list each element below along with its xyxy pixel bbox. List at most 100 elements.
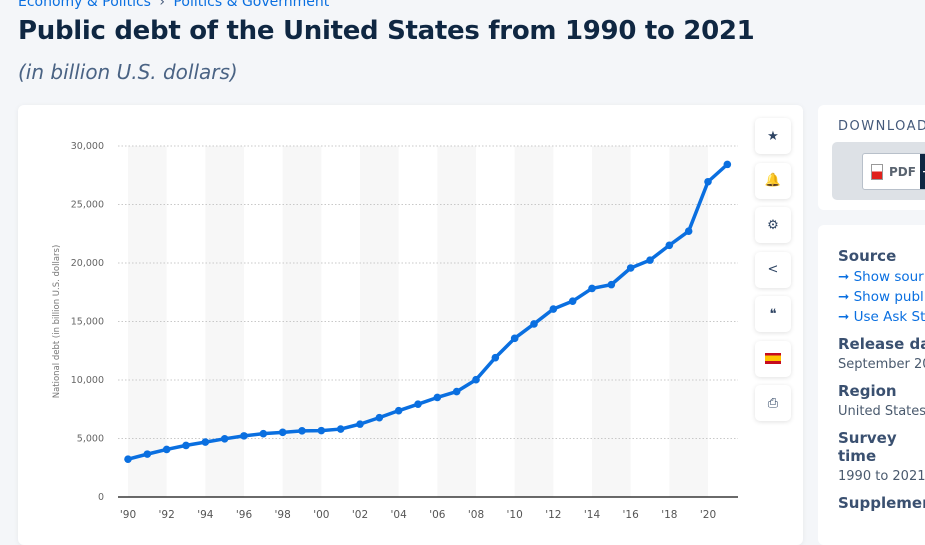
gear-icon: ⚙ — [767, 217, 779, 233]
x-tick-label: '96 — [236, 509, 253, 521]
bell-button[interactable]: 🔔 — [755, 162, 791, 199]
data-point — [317, 426, 326, 435]
data-point — [278, 428, 287, 437]
data-point — [646, 256, 654, 264]
data-point — [665, 241, 674, 250]
data-point — [240, 432, 248, 440]
print-icon: ⎙ — [767, 395, 779, 411]
breadcrumb-separator: › — [159, 0, 166, 10]
data-point — [298, 427, 306, 435]
data-point — [375, 413, 384, 422]
x-tick-label: '06 — [429, 509, 446, 521]
background-band — [437, 146, 476, 497]
line-chart: 0 5,000 10,000 15,000 20,000 25,000 30,000 '90 '… — [52, 141, 738, 521]
download-panel: DOWNLOAD PDF + — [818, 105, 925, 210]
y-tick-label: 5,000 — [77, 434, 104, 445]
background-band — [282, 146, 322, 497]
download-heading: DOWNLOAD — [838, 119, 925, 134]
background-band — [360, 146, 399, 497]
arrow-icon: ➞ — [838, 269, 850, 285]
data-point — [220, 435, 229, 443]
x-tick-label: '00 — [313, 509, 329, 521]
ask-statista-link[interactable]: ➞ Use Ask St — [838, 309, 925, 325]
x-tick-label: '20 — [700, 509, 716, 521]
data-point — [568, 297, 577, 305]
source-label: Source — [838, 247, 897, 265]
survey-time-value: 1990 to 2021 — [838, 469, 925, 484]
data-point — [588, 284, 596, 293]
data-point — [433, 393, 442, 402]
x-tick-label: '02 — [352, 509, 368, 521]
x-tick-label: '10 — [507, 509, 523, 521]
data-point — [472, 375, 480, 384]
data-point — [626, 264, 635, 272]
y-tick-label: 0 — [98, 492, 104, 503]
star-icon: ★ — [767, 128, 779, 144]
star-button[interactable]: ★ — [755, 118, 791, 154]
gear-button[interactable]: ⚙ — [755, 207, 791, 243]
data-point — [549, 305, 558, 313]
share-icon: < — [767, 262, 779, 277]
info-panel: Source ➞ Show sour ➞ Show publ ➞ Use Ask… — [818, 225, 925, 545]
data-point — [530, 320, 538, 328]
data-point — [704, 177, 712, 186]
spanish-flag-button[interactable] — [755, 340, 791, 377]
y-tick-label: 10,000 — [71, 375, 104, 386]
pdf-label: PDF — [889, 164, 916, 179]
share-button[interactable]: < — [755, 251, 791, 288]
supplement-label: Supplement — [838, 494, 925, 512]
x-tick-label: '04 — [391, 509, 408, 521]
data-point — [510, 334, 519, 343]
breadcrumb-economy[interactable]: Economy & Politics — [18, 0, 151, 10]
y-tick-label: 30,000 — [71, 141, 104, 152]
pdf-icon — [871, 163, 883, 180]
x-tick-label: '18 — [661, 509, 677, 521]
region-label: Region — [838, 382, 897, 400]
y-tick-label: 15,000 — [71, 317, 104, 328]
data-point — [607, 280, 616, 289]
page-title: Public debt of the United States from 19… — [18, 16, 755, 46]
page-subtitle: (in billion U.S. dollars) — [18, 60, 238, 84]
region-value: United States — [838, 404, 925, 419]
chart-card: 0 5,000 10,000 15,000 20,000 25,000 30,000 '90 '… — [18, 105, 803, 545]
data-point — [259, 429, 268, 438]
x-tick-label: '92 — [159, 509, 175, 521]
data-point — [201, 438, 210, 446]
release-date-label: Release dat — [838, 335, 925, 353]
print-button[interactable]: ⎙ — [755, 385, 791, 421]
y-tick-label: 20,000 — [71, 258, 104, 269]
x-tick-label: '16 — [623, 509, 640, 521]
data-point — [336, 425, 345, 433]
pdf-download-button[interactable]: PDF + — [862, 153, 925, 190]
data-point — [394, 406, 403, 415]
arrow-icon: ➞ — [838, 289, 850, 305]
arrow-icon: ➞ — [838, 309, 850, 325]
data-point — [124, 455, 132, 463]
y-axis-label: National debt (in billion U.S. dollars) — [52, 245, 62, 399]
data-point — [162, 445, 171, 454]
spanish-flag-icon — [765, 353, 781, 364]
plus-icon[interactable]: + — [920, 154, 925, 189]
show-source-link[interactable]: ➞ Show sour — [838, 269, 924, 285]
data-point — [414, 400, 422, 408]
quote-icon: ❝ — [769, 306, 777, 322]
data-point — [723, 160, 732, 169]
x-tick-label: '14 — [584, 509, 601, 521]
quote-button[interactable]: ❝ — [755, 296, 791, 332]
x-tick-label: '90 — [120, 509, 136, 521]
data-point — [356, 420, 364, 428]
x-tick-label: '98 — [275, 509, 291, 521]
x-tick-label: '08 — [468, 509, 484, 521]
survey-time-label: Survey time — [838, 429, 897, 465]
data-point — [684, 227, 693, 235]
x-tick-label: '94 — [197, 509, 214, 521]
release-date-value: September 20 — [838, 357, 925, 372]
y-tick-label: 25,000 — [71, 200, 104, 211]
breadcrumb-politics[interactable]: Politics & Government — [173, 0, 330, 10]
x-tick-label: '12 — [545, 509, 561, 521]
data-point — [143, 450, 152, 458]
bell-icon: 🔔 — [764, 173, 782, 188]
breadcrumb: Economy & Politics › Politics & Governme… — [18, 0, 333, 10]
show-publisher-link[interactable]: ➞ Show publ — [838, 289, 924, 305]
data-point — [491, 353, 500, 362]
